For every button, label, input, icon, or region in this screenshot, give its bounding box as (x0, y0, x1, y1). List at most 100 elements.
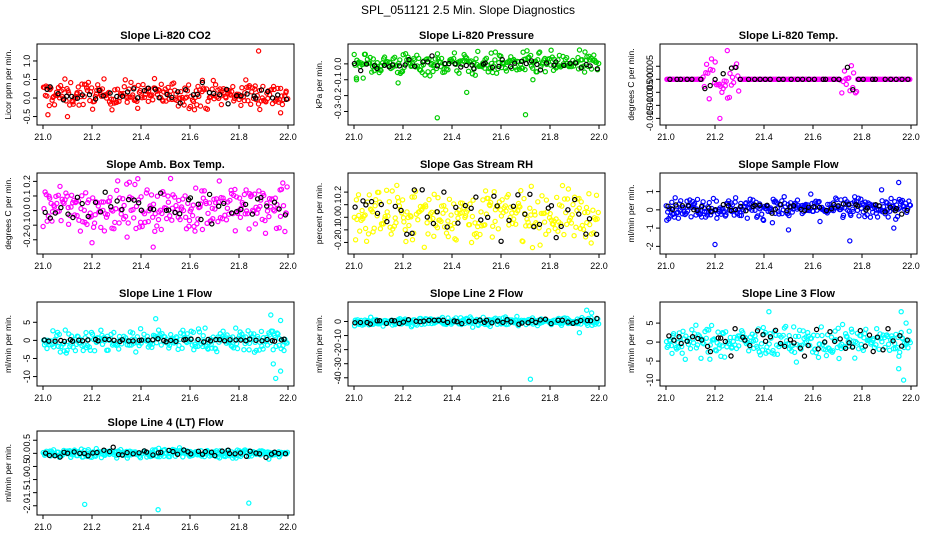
data-point-selected (107, 90, 113, 96)
y-tick-label: 0.0 (333, 58, 343, 71)
plot-frame (347, 301, 606, 387)
data-point (717, 115, 723, 122)
data-point (210, 215, 216, 222)
data-point (362, 225, 369, 232)
data-point (453, 237, 459, 243)
data-point-selected (823, 207, 830, 214)
data-point-selected (885, 326, 891, 332)
data-point (44, 345, 50, 352)
data-point (760, 324, 767, 331)
data-point-selected (587, 63, 593, 69)
data-point (528, 183, 535, 189)
data-point (187, 103, 194, 110)
data-point (195, 216, 201, 222)
data-point-selected (357, 319, 364, 326)
data-point-selected (374, 318, 380, 324)
data-point (105, 347, 111, 353)
data-point (190, 202, 196, 208)
data-point (393, 219, 399, 226)
data-point (794, 197, 801, 203)
y-axis-label: percent per min. (314, 183, 324, 244)
x-tick-label: 22.0 (590, 261, 608, 271)
y-tick-label: -0.2 (333, 88, 343, 104)
data-point-selected (495, 318, 501, 324)
data-point (704, 212, 711, 218)
data-point (68, 192, 75, 198)
data-point (163, 215, 170, 222)
data-point (564, 221, 570, 228)
data-point (478, 209, 484, 215)
data-point (258, 328, 265, 335)
data-point (542, 68, 549, 75)
data-point-selected (788, 76, 794, 83)
data-point (255, 48, 262, 54)
data-point-selected (679, 202, 686, 209)
data-point-selected (47, 84, 53, 90)
data-point (717, 342, 723, 348)
data-point-selected (712, 76, 718, 83)
data-point (192, 228, 198, 234)
x-tick-label: 21.8 (230, 261, 248, 271)
data-point (438, 218, 444, 225)
data-point-selected (182, 86, 189, 93)
data-point (360, 215, 366, 222)
data-point-selected (515, 192, 521, 198)
data-point (355, 192, 362, 198)
data-point (45, 111, 51, 118)
data-point (352, 237, 359, 243)
data-point-selected (42, 209, 48, 216)
y-tick-label: 0 (333, 319, 343, 324)
data-point (402, 226, 408, 233)
data-point (80, 347, 86, 354)
y-tick-label: 0.1 (22, 190, 32, 203)
data-point (158, 226, 164, 233)
data-point (899, 197, 906, 204)
data-point (905, 345, 911, 351)
plot-frame (36, 430, 295, 516)
x-tick-label: 21.8 (853, 132, 871, 142)
data-point-selected (499, 56, 505, 63)
y-tick-label: 0 (645, 340, 655, 345)
data-point-selected (165, 207, 172, 213)
data-point (108, 96, 115, 102)
data-point (403, 238, 409, 245)
data-point (145, 98, 151, 105)
data-point (531, 208, 538, 215)
data-point (554, 194, 560, 201)
y-tick-label: 1 (645, 189, 655, 194)
data-point (382, 213, 388, 220)
data-point-selected (446, 60, 452, 67)
data-point-selected (376, 318, 383, 324)
data-point-selected (271, 338, 278, 344)
data-point (204, 106, 211, 112)
data-point (419, 206, 425, 213)
data-point (279, 101, 286, 108)
data-point-selected (828, 205, 835, 212)
data-point-selected (108, 203, 114, 210)
data-point (397, 57, 403, 63)
data-point-selected (202, 448, 208, 455)
data-point (537, 242, 543, 248)
data-point (897, 349, 903, 355)
data-point (898, 309, 904, 315)
y-tick-label: 5 (645, 321, 655, 326)
data-point (64, 113, 71, 120)
x-tick-label: 21.2 (83, 261, 101, 271)
data-point-selected (405, 317, 412, 323)
data-point-selected (100, 93, 106, 99)
data-point (433, 65, 440, 72)
data-point (477, 231, 483, 238)
data-point (817, 218, 823, 225)
data-point (672, 195, 678, 201)
data-point (159, 210, 165, 217)
data-point (270, 83, 277, 90)
data-point (89, 106, 96, 112)
x-tick-label: 21.8 (853, 261, 871, 271)
data-point-selected (802, 207, 808, 213)
data-point-selected (252, 95, 259, 101)
data-point (874, 214, 881, 220)
data-point-selected (198, 216, 204, 223)
x-tick-label: 21.2 (83, 522, 101, 532)
y-tick-label: 0.0 (22, 447, 32, 460)
data-point-selected (242, 201, 249, 208)
